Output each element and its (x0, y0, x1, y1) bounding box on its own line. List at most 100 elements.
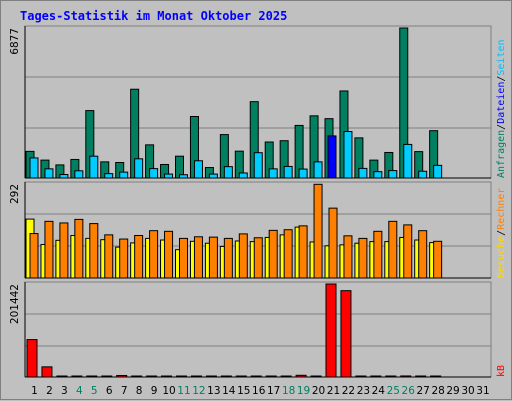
bar-seiten-4 (74, 170, 84, 179)
bar-rechner-1 (29, 233, 39, 279)
side-legend-3: kB (496, 365, 507, 377)
x-tick-label-24: 24 (372, 385, 386, 397)
bar-rechner-27 (418, 230, 428, 279)
side-legend-2: Besuche/Rechner (496, 188, 507, 278)
bar-kb-26 (400, 375, 412, 378)
bar-seiten-7 (119, 171, 129, 179)
legend-besuche: Besuche (496, 236, 507, 278)
legend-kb: kB (496, 365, 507, 377)
bar-kb-19 (295, 374, 307, 378)
y-max-label-2: 292 (9, 184, 21, 204)
bar-seiten-8 (134, 158, 144, 179)
bar-rechner-11 (179, 237, 188, 279)
bar-kb-27 (415, 375, 427, 378)
x-tick-label-7: 7 (121, 385, 128, 397)
x-tick-label-16: 16 (252, 385, 266, 397)
bar-seiten-18 (283, 165, 293, 179)
bar-kb-22 (340, 290, 352, 378)
bar-seiten-14 (223, 166, 233, 179)
bar-rechner-19 (298, 225, 308, 279)
bar-rechner-23 (358, 237, 368, 279)
side-legend-1: Anfragen/Dateien/Seiten (496, 39, 507, 178)
y-max-label-3: 201442 (9, 284, 21, 324)
bar-kb-6 (101, 375, 113, 378)
bar-rechner-4 (74, 218, 84, 279)
x-tick-label-1: 1 (31, 385, 38, 397)
x-tick-label-17: 17 (267, 385, 280, 397)
bar-seiten-2 (44, 168, 54, 179)
x-tick-label-10: 10 (162, 385, 175, 397)
x-tick-label-5: 5 (91, 385, 98, 397)
legend-dateien: Dateien (496, 82, 507, 124)
x-tick-label-14: 14 (222, 385, 236, 397)
bar-seiten-11 (179, 174, 188, 179)
x-tick-label-30: 30 (461, 385, 474, 397)
bar-rechner-5 (89, 223, 99, 279)
x-tick-label-25: 25 (387, 385, 400, 397)
bar-seiten-12 (193, 160, 203, 179)
bar-kb-12 (190, 375, 202, 378)
bar-seiten-20 (313, 161, 323, 179)
x-tick-label-13: 13 (207, 385, 220, 397)
x-tick-label-29: 29 (446, 385, 459, 397)
bar-seiten-28 (433, 164, 443, 179)
bar-kb-8 (131, 375, 143, 378)
legend-separator: / (496, 230, 507, 236)
bar-seiten-19 (298, 168, 308, 179)
bar-seiten-26 (403, 143, 413, 179)
bar-kb-17 (265, 375, 277, 378)
bar-seiten-25 (388, 170, 398, 179)
bar-kb-14 (220, 375, 232, 378)
x-tick-label-6: 6 (106, 385, 113, 397)
bar-kb-5 (86, 375, 98, 378)
bar-dateien-21 (327, 135, 337, 179)
bar-seiten-6 (104, 173, 114, 179)
x-tick-label-12: 12 (192, 385, 205, 397)
x-tick-label-8: 8 (136, 385, 143, 397)
x-tick-label-3: 3 (61, 385, 68, 397)
bar-kb-21 (325, 283, 337, 378)
bar-seiten-24 (373, 171, 383, 179)
x-tick-label-26: 26 (402, 385, 416, 397)
legend-separator: / (496, 76, 507, 82)
legend-separator: / (496, 124, 507, 130)
legend-rechner: Rechner (496, 188, 507, 230)
bar-seiten-27 (418, 170, 428, 179)
x-tick-label-22: 22 (342, 385, 355, 397)
bar-kb-11 (176, 375, 187, 378)
bar-rechner-22 (343, 235, 353, 279)
x-tick-label-28: 28 (431, 385, 444, 397)
bar-kb-15 (235, 375, 247, 378)
bar-seiten-15 (238, 172, 248, 179)
bar-kb-4 (71, 375, 83, 378)
y-max-label-1: 6877 (9, 28, 21, 55)
bar-rechner-13 (208, 236, 218, 279)
x-tick-label-19: 19 (297, 385, 310, 397)
bar-rechner-9 (149, 230, 159, 279)
bar-seiten-5 (89, 155, 99, 179)
bar-rechner-17 (268, 229, 278, 279)
x-tick-label-9: 9 (151, 385, 158, 397)
plot-area-3 (24, 281, 492, 378)
x-tick-label-15: 15 (237, 385, 250, 397)
bar-rechner-2 (44, 220, 54, 279)
bar-rechner-18 (283, 229, 293, 279)
bar-seiten-13 (208, 173, 218, 179)
bar-rechner-26 (403, 224, 413, 279)
bar-kb-18 (280, 375, 292, 378)
x-tick-label-21: 21 (327, 385, 340, 397)
bar-rechner-16 (253, 237, 263, 279)
bar-seiten-17 (268, 168, 278, 179)
bar-rechner-20 (313, 183, 323, 279)
bar-kb-7 (116, 374, 128, 378)
bar-rechner-6 (104, 234, 114, 279)
x-tick-label-4: 4 (76, 385, 83, 397)
bar-rechner-24 (373, 230, 383, 279)
bar-seiten-1 (29, 157, 39, 179)
bar-kb-10 (161, 375, 173, 378)
bar-kb-24 (370, 375, 382, 378)
bar-rechner-10 (164, 230, 174, 279)
bar-seiten-23 (358, 167, 368, 179)
